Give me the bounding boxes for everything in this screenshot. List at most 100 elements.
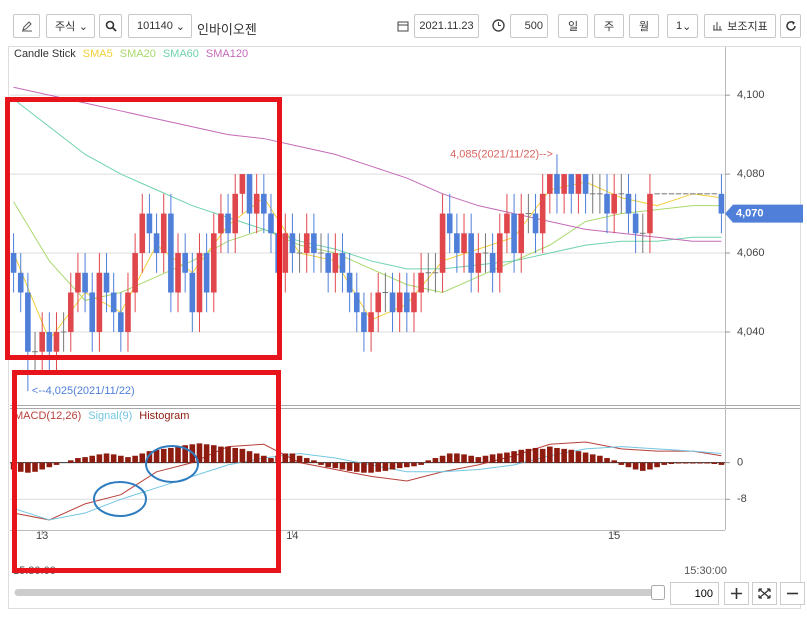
- candle-body: [389, 292, 396, 313]
- histogram-bar: [318, 462, 324, 465]
- code: 101140: [137, 20, 173, 32]
- candle-body: [10, 253, 17, 273]
- candle-body: [690, 193, 696, 195]
- highlight-circle: [93, 481, 147, 517]
- candle-body: [25, 292, 31, 352]
- histogram-bar: [32, 462, 38, 472]
- period-button[interactable]: 일: [558, 14, 588, 38]
- period-button[interactable]: 월: [629, 14, 659, 38]
- histogram-bar: [411, 462, 417, 467]
- candle-body: [539, 193, 546, 234]
- count-input[interactable]: 500: [510, 14, 548, 38]
- candle-body: [53, 331, 60, 352]
- candle-body: [182, 253, 188, 273]
- histogram-bar: [547, 446, 553, 463]
- histogram-bar: [103, 453, 110, 463]
- candle-body: [318, 252, 324, 254]
- indicator-button[interactable]: 보조지표: [704, 14, 776, 38]
- candle-body: [697, 193, 703, 195]
- candle-body: [89, 292, 96, 332]
- candle-body: [668, 193, 675, 195]
- market-dropdown[interactable]: 주식 ⌄: [46, 14, 95, 38]
- y-tick-label: 4,060: [737, 247, 765, 259]
- candle-body: [96, 272, 103, 332]
- y-tick-label: -8: [737, 493, 747, 505]
- histogram-bar: [46, 462, 53, 468]
- candle-body: [332, 253, 339, 273]
- candle-body: [132, 253, 138, 293]
- candle-body: [39, 331, 45, 352]
- candle-body: [375, 292, 382, 313]
- y-tick-label: 0: [737, 457, 743, 469]
- search-button[interactable]: [99, 14, 122, 38]
- candle-body: [75, 272, 81, 293]
- zoom-input[interactable]: [670, 582, 719, 605]
- date-input[interactable]: 2021.11.23: [414, 14, 479, 38]
- histogram-bar: [168, 447, 174, 463]
- y-tick-label: 4,040: [737, 326, 765, 338]
- histogram-bar: [618, 462, 625, 465]
- candle-body: [218, 213, 224, 234]
- histogram-bar: [139, 453, 146, 463]
- interval-dropdown[interactable]: 1 ⌄: [667, 14, 698, 38]
- line-sma120: [13, 86, 722, 242]
- histogram-bar: [132, 455, 138, 463]
- candle-body: [532, 213, 539, 234]
- y-tick-label: 4,080: [737, 168, 765, 180]
- candle-body: [210, 233, 217, 293]
- legend-entry: SMA20: [120, 48, 156, 60]
- plot-layer: 4,040 4,060 4,080 4,100 Candle Stick SMA5 SMA2…: [10, 48, 803, 542]
- scroll-handle[interactable]: [651, 585, 665, 600]
- histogram-bar: [210, 445, 217, 463]
- histogram-bar: [589, 454, 596, 463]
- histogram-bar: [697, 462, 703, 464]
- candle-body: [511, 213, 517, 254]
- candle-body: [568, 174, 575, 194]
- candle-body: [625, 193, 632, 214]
- period-button[interactable]: 주: [594, 14, 624, 38]
- histogram-bar: [418, 462, 424, 465]
- candle-body: [711, 193, 718, 195]
- candle-body: [110, 292, 117, 313]
- candle-body: [382, 292, 389, 294]
- histogram-bar: [311, 460, 317, 463]
- histogram-bar: [218, 446, 224, 463]
- histogram-bar: [668, 462, 675, 464]
- histogram-bar: [454, 453, 460, 463]
- candle-body: [482, 252, 489, 254]
- draw-button[interactable]: [13, 14, 40, 38]
- histogram-bar: [675, 462, 682, 464]
- histogram-bar: [682, 462, 689, 464]
- candle-body: [303, 233, 310, 254]
- histogram-bar: [568, 449, 575, 463]
- candle-body: [225, 213, 231, 234]
- histogram-bar: [296, 455, 303, 463]
- candle-body: [153, 233, 160, 254]
- histogram-bar: [518, 449, 525, 463]
- histogram-bar: [625, 462, 632, 468]
- histogram-bar: [39, 462, 45, 470]
- histogram-bar: [325, 462, 331, 468]
- histogram-bar: [611, 460, 617, 463]
- candle-body: [60, 331, 67, 333]
- candle-body: [189, 272, 196, 313]
- histogram-bar: [361, 462, 367, 473]
- min-annotation: <--4,025(2021/11/22): [32, 385, 135, 397]
- histogram-bar: [67, 460, 74, 463]
- histogram-bar: [125, 457, 131, 463]
- candle-body: [118, 312, 124, 332]
- candle-body: [582, 174, 589, 194]
- histogram-bar: [504, 452, 510, 463]
- code-dropdown[interactable]: 101140 ⌄: [128, 14, 192, 38]
- histogram-bar: [718, 462, 725, 465]
- candle-body: [268, 213, 274, 234]
- candle-body: [461, 233, 467, 254]
- legend-entry: MACD(12,26): [14, 410, 81, 422]
- histogram-bar: [332, 462, 339, 469]
- refresh-button[interactable]: [780, 14, 801, 38]
- candle-body: [175, 253, 181, 293]
- candle-body: [468, 233, 474, 273]
- candle-body: [296, 252, 303, 254]
- legend-entry: Signal(9): [88, 410, 132, 422]
